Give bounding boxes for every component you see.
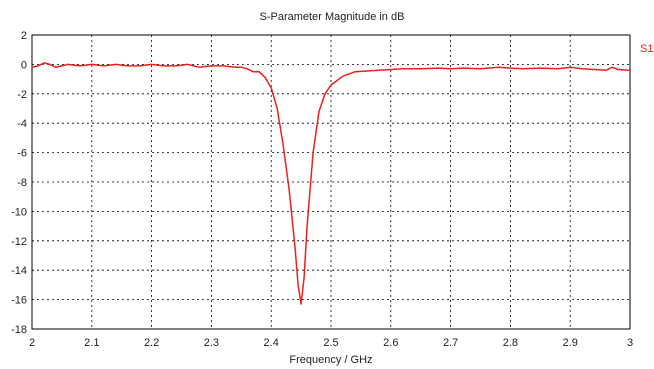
series-group (31, 62, 631, 305)
x-tick-label: 2.8 (503, 337, 518, 349)
y-tick-label: -16 (11, 295, 27, 307)
x-tick-labels: 2 2.1 2.2 2.3 2.4 2.5 2.6 2.7 2.8 2.9 3 (29, 337, 633, 349)
y-tick-label: -6 (17, 148, 27, 160)
x-tick-label: 2.2 (144, 337, 159, 349)
x-tick-label: 2.4 (264, 337, 279, 349)
x-tick-label: 2.1 (84, 337, 99, 349)
y-tick-label: 2 (21, 30, 27, 42)
x-tick-label: 2.9 (563, 337, 578, 349)
y-tick-label: -10 (11, 206, 27, 218)
x-tick-label: 2 (29, 337, 35, 349)
y-tick-label: 0 (21, 59, 27, 71)
x-axis-title: Frequency / GHz (289, 354, 372, 366)
x-tick-label: 3 (627, 337, 633, 349)
series-line (31, 62, 631, 305)
y-tick-label: -8 (17, 177, 27, 189)
y-tick-label: -2 (17, 89, 27, 101)
chart-title: S-Parameter Magnitude in dB (260, 11, 405, 23)
y-tick-label: -18 (11, 324, 27, 336)
y-tick-labels: 2 0 -2 -4 -6 -8 -10 -12 -14 -16 -18 (11, 30, 27, 336)
x-tick-label: 2.3 (204, 337, 219, 349)
x-tick-label: 2.6 (383, 337, 398, 349)
grid (32, 35, 630, 329)
x-tick-label: 2.5 (323, 337, 338, 349)
y-tick-label: -4 (17, 118, 27, 130)
legend-series-label: S1, (640, 43, 654, 55)
y-tick-label: -12 (11, 236, 27, 248)
plot-frame (31, 34, 631, 330)
x-tick-label: 2.7 (443, 337, 458, 349)
y-tick-label: -14 (11, 265, 27, 277)
